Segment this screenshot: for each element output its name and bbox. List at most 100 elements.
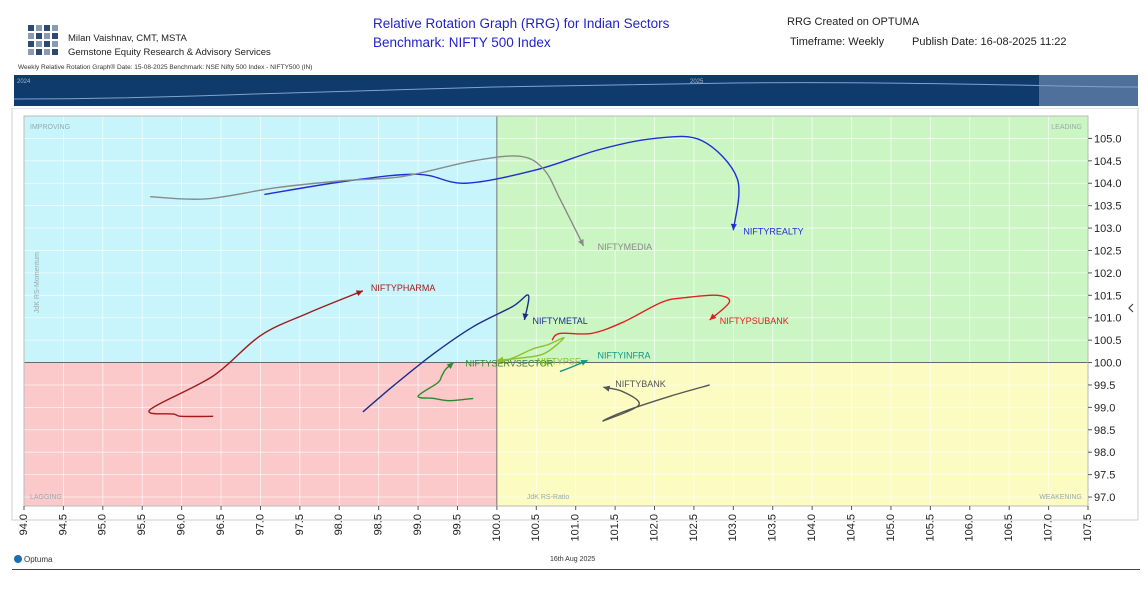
x-tick-label: 105.5 [924,514,936,542]
y-tick-label: 103.5 [1094,201,1122,213]
series-label-niftymetal: NIFTYMETAL [532,316,587,326]
series-label-niftypharma: NIFTYPHARMA [371,283,436,293]
series-head-niftyservsector[interactable] [446,362,454,369]
series-tail-niftypse[interactable] [496,336,565,364]
series-tail-niftymetal[interactable] [362,294,530,413]
x-tick-label: 94.5 [57,514,69,535]
x-tick-label: 101.5 [609,514,621,542]
x-tick-label: 103.5 [767,514,779,542]
series-tail-niftymedia[interactable] [150,155,585,247]
series-head-niftypsubank[interactable] [709,313,717,320]
x-tick-label: 102.0 [648,514,660,542]
series-label-niftyinfra: NIFTYINFRA [598,350,651,360]
series-tail-niftyservsector[interactable] [417,362,474,402]
optuma-logo-icon [14,555,22,563]
series-tail-niftyrealty[interactable] [264,135,740,231]
x-axis-title: JdK RS-Ratio [527,494,570,501]
x-tick-label: 98.5 [373,514,385,535]
quadrant-leading [496,116,1088,363]
timeline-label-2024: 2024 [17,79,31,85]
series-tail-niftypsubank[interactable] [551,294,731,341]
x-tick-label: 102.5 [688,514,700,542]
x-tick-label: 99.0 [412,514,424,535]
y-tick-label: 100.5 [1094,335,1122,347]
timeline-background [14,75,1138,106]
plot-border [23,115,1089,507]
y-tick-label: 99.0 [1094,402,1115,414]
quadrant-label-improving: IMPROVING [30,124,70,131]
x-tick-label: 107.0 [1042,514,1054,542]
y-tick-label: 98.5 [1094,425,1115,437]
series-tail-niftybank[interactable] [602,384,710,422]
series-label-niftyservsector: NIFTYSERVSECTOR [466,359,554,369]
gemstone-logo [28,25,58,55]
x-tick-label: 99.5 [451,514,463,535]
title-line-1: Relative Rotation Graph (RRG) for Indian… [373,16,670,31]
x-tick-label: 98.0 [333,514,345,535]
chart-frame [11,108,1139,521]
x-tick-label: 95.5 [136,514,148,535]
y-axis-title: JdK RS-Momentum [34,252,41,313]
subheader: Weekly Relative Rotation Graph® Date: 15… [18,64,313,71]
y-tick-label: 102.5 [1094,245,1122,257]
x-tick-label: 107.5 [1082,514,1094,542]
y-tick-label: 105.0 [1094,133,1122,145]
footer-date: 16th Aug 2025 [550,556,596,563]
x-tick-label: 105.0 [885,514,897,542]
y-tick-label: 99.5 [1094,380,1115,392]
x-tick-label: 97.5 [294,514,306,535]
timeline-label-2025: 2025 [690,79,704,85]
series-label-niftymedia: NIFTYMEDIA [598,242,653,252]
author-block: Milan Vaishnav, CMT, MSTA Gemstone Equit… [68,32,271,60]
quadrant-label-leading: LEADING [1051,124,1082,131]
y-tick-label: 104.5 [1094,156,1122,168]
quadrant-weakening [496,362,1088,506]
x-tick-label: 104.5 [845,514,857,542]
series-label-niftybank: NIFTYBANK [615,379,666,389]
series-head-niftyrealty[interactable] [730,223,737,231]
series-label-niftyrealty: NIFTYREALTY [743,226,803,236]
series-head-niftyinfra[interactable] [580,359,588,366]
x-tick-label: 94.0 [18,514,30,535]
publish-date: Publish Date: 16-08-2025 11:22 [912,36,1067,48]
y-tick-label: 100.0 [1094,358,1122,370]
x-tick-label: 95.0 [97,514,109,535]
series-label-niftypsubank: NIFTYPSUBANK [720,316,789,326]
x-tick-label: 100.5 [530,514,542,542]
x-tick-label: 104.0 [806,514,818,542]
quadrant-label-lagging: LAGGING [30,494,62,501]
x-tick-label: 100.0 [491,514,503,542]
series-tail-niftypharma[interactable] [148,290,364,418]
timeline-price-line [14,82,1138,100]
series-head-niftypse[interactable] [496,356,504,363]
y-tick-label: 103.0 [1094,223,1122,235]
x-tick-label: 96.0 [176,514,188,535]
scroll-right-icon[interactable] [1128,303,1134,313]
rrg-chart: IMPROVING LEADING LAGGING WEAKENING JdK RS-R… [11,108,1139,542]
y-tick-label: 98.0 [1094,447,1115,459]
series-head-niftymetal[interactable] [522,313,529,320]
timeframe: Timeframe: Weekly [790,36,885,48]
author-name: Milan Vaishnav, CMT, MSTA [68,33,187,44]
company-name: Gemstone Equity Research & Advisory Serv… [68,47,271,58]
y-tick-label: 101.0 [1094,313,1122,325]
timeline-window[interactable] [1039,75,1138,106]
optuma-brand: Optuma [14,555,52,564]
y-tick-label: 104.0 [1094,178,1122,190]
x-tick-label: 106.0 [964,514,976,542]
y-tick-label: 101.5 [1094,290,1122,302]
chart-title: Relative Rotation Graph (RRG) for Indian… [373,14,669,52]
x-tick-label: 97.0 [254,514,266,535]
series-head-niftybank[interactable] [603,385,611,392]
x-tick-label: 106.5 [1003,514,1015,542]
y-tick-label: 102.0 [1094,268,1122,280]
timeline-strip[interactable]: 2024 2025 [14,75,1138,106]
y-tick-label: 97.0 [1094,492,1115,504]
series-head-niftymedia[interactable] [578,239,584,246]
y-tick-label: 97.5 [1094,470,1115,482]
optuma-label: Optuma [24,555,53,564]
x-tick-label: 103.0 [727,514,739,542]
title-line-2: Benchmark: NIFTY 500 Index [373,35,551,50]
series-head-niftypharma[interactable] [355,290,363,297]
quadrant-label-weakening: WEAKENING [1039,494,1082,501]
